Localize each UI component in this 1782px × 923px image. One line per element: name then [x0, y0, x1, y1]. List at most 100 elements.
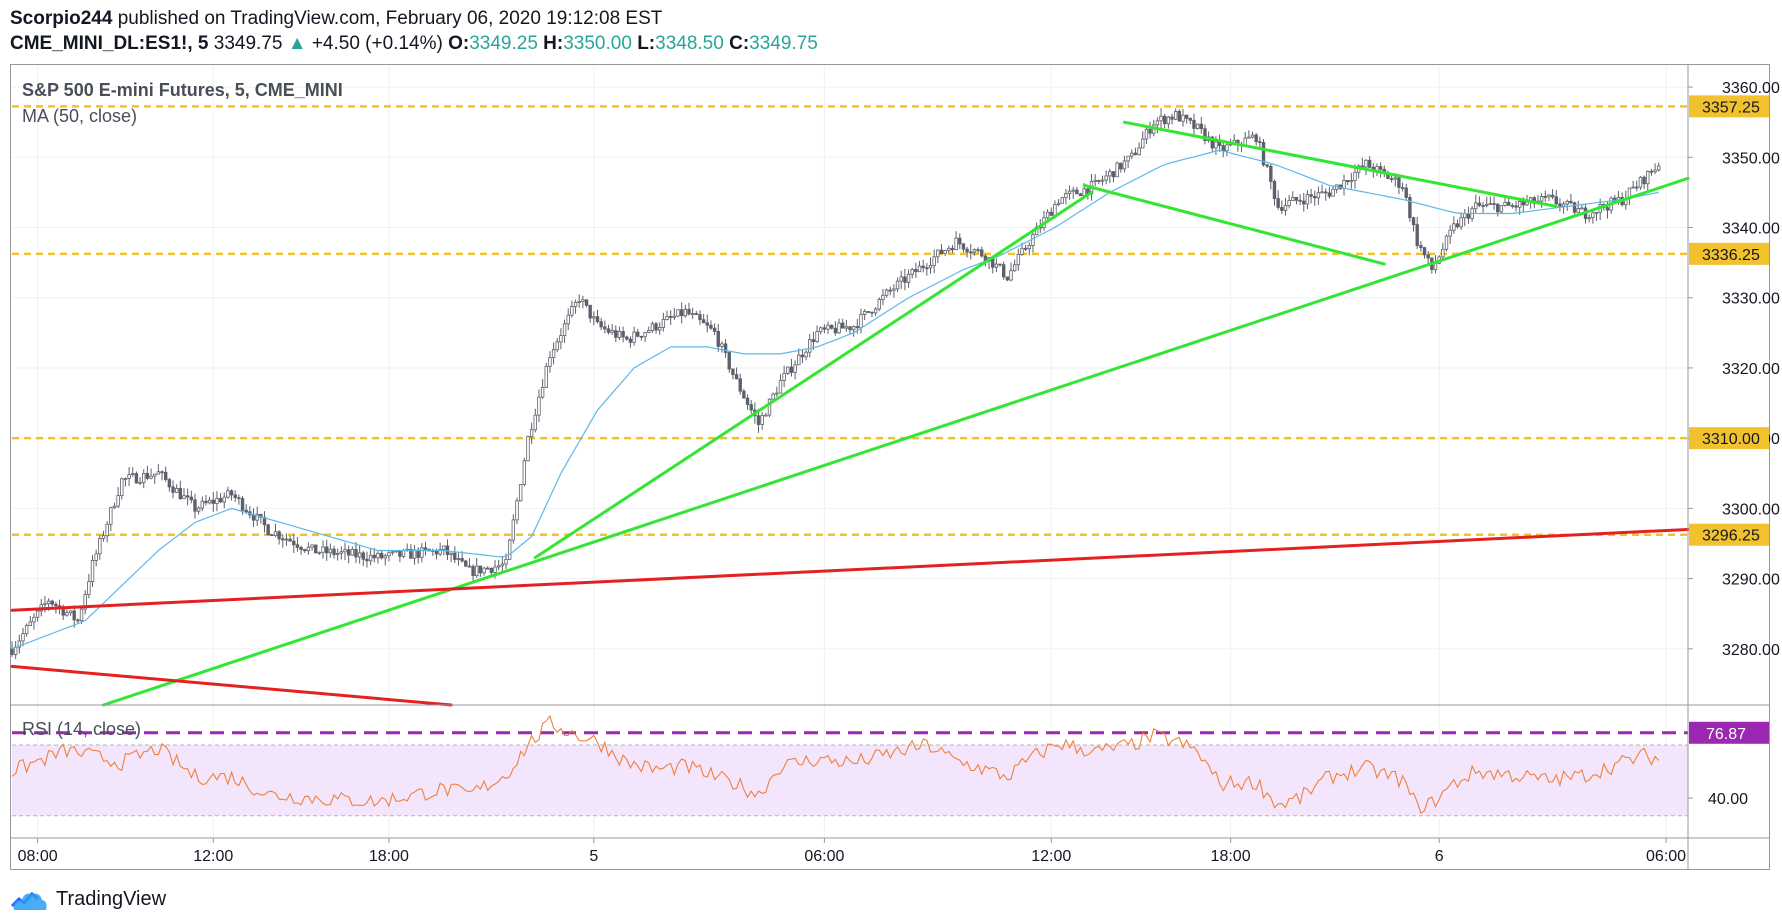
candle-body [1411, 217, 1416, 226]
footer-brand[interactable]: TradingView [10, 884, 166, 914]
candle-body [910, 269, 914, 275]
candle-body [976, 249, 980, 252]
candle-body [1276, 198, 1280, 208]
candle-body [24, 625, 29, 634]
candle-body [1503, 201, 1507, 206]
candle-body [595, 316, 600, 323]
candle-body [1631, 186, 1635, 189]
candle-body [142, 472, 146, 483]
candle-body [1565, 200, 1569, 205]
candle-body [701, 319, 706, 324]
candle-body [1144, 128, 1149, 140]
candle-body [727, 352, 731, 370]
candle-body [325, 546, 329, 554]
candle-body [1093, 179, 1097, 182]
candle-body [1294, 196, 1299, 201]
candle-body [771, 393, 775, 400]
candle-body [1126, 155, 1130, 162]
candle-body [10, 648, 14, 655]
candle-body [365, 558, 369, 562]
candle-body [387, 552, 391, 557]
author-name[interactable]: Scorpio244 [10, 8, 113, 29]
candle-body [1404, 187, 1408, 198]
candle-body [1455, 223, 1460, 228]
price-tick-label: 3280.00 [1722, 642, 1780, 659]
candle-body [489, 567, 494, 573]
candle-body [1441, 248, 1445, 258]
candle-body [716, 330, 720, 347]
candle-body [544, 365, 548, 388]
candle-body [928, 265, 933, 269]
candle-body [185, 495, 190, 498]
candle-body [339, 551, 344, 554]
candle-body [1137, 147, 1141, 156]
candle-body [830, 324, 834, 329]
candle-body [442, 545, 446, 550]
candle-body [943, 250, 947, 255]
candle-body [723, 343, 728, 353]
candle-body [1466, 213, 1471, 219]
candle-body [782, 373, 786, 381]
candle-body [939, 249, 944, 255]
price-level-badge [1689, 523, 1769, 546]
candle-body [1313, 195, 1317, 199]
candle-body [182, 495, 186, 500]
candle-body [1298, 199, 1302, 202]
candle-body [127, 474, 131, 479]
candle-body [270, 534, 274, 537]
candle-body [855, 326, 860, 329]
candle-body [676, 309, 680, 317]
rsi-value-label: 76.87 [1706, 726, 1746, 743]
candle-body [559, 335, 563, 343]
time-tick-label: 06:00 [1646, 848, 1686, 865]
candle-body [1415, 224, 1419, 246]
candle-body [361, 552, 366, 560]
candle-body [1283, 205, 1288, 211]
candle-body [46, 600, 51, 605]
candle-body [1649, 170, 1654, 173]
candle-body [1214, 141, 1218, 149]
candle-body [870, 311, 874, 314]
candle-body [811, 339, 816, 343]
candle-body [1056, 202, 1061, 205]
price-axis[interactable]: 3280.00 3290.00 3300.00 3310.00 3320.00 3330.… [1688, 80, 1780, 659]
candle-body [1023, 247, 1028, 250]
candle-body [1316, 192, 1321, 199]
candle-body [1426, 254, 1430, 259]
time-axis[interactable]: 08:0012:0018:00506:0012:0018:00606:0012:… [18, 838, 1782, 865]
candle-body [577, 301, 581, 303]
candle-body [654, 323, 658, 331]
candle-body [745, 397, 750, 405]
candle-body [1525, 201, 1529, 206]
candle-body [379, 552, 384, 559]
candle-body [881, 294, 885, 300]
candle-body [925, 267, 929, 270]
candle-body [1433, 262, 1438, 271]
price-level-label: 3296.25 [1702, 528, 1760, 545]
candle-body [584, 299, 589, 306]
candle-body [793, 364, 797, 373]
candle-body [965, 248, 969, 253]
candle-body [401, 549, 406, 557]
candle-body [1550, 194, 1555, 198]
price-level-badge [1689, 427, 1769, 450]
candle-body [592, 316, 596, 319]
candle-body [1269, 165, 1273, 182]
candle-body [1353, 171, 1357, 181]
candle-body [50, 600, 54, 605]
candle-body [1184, 114, 1189, 119]
rsi-value-badge [1689, 721, 1769, 744]
candle-body [1141, 138, 1145, 149]
green-trendline [1082, 183, 1386, 266]
candle-body [229, 490, 234, 496]
candle-body [43, 603, 47, 606]
candle-body [277, 531, 281, 540]
rsi-axis[interactable]: 40.00 76.87 [1688, 721, 1769, 808]
candle-body [215, 498, 219, 504]
candle-body [1005, 276, 1010, 281]
candle-body [1170, 116, 1174, 120]
candle-body [1258, 141, 1262, 144]
candle-body [423, 547, 428, 550]
brand-name: TradingView [56, 887, 167, 910]
